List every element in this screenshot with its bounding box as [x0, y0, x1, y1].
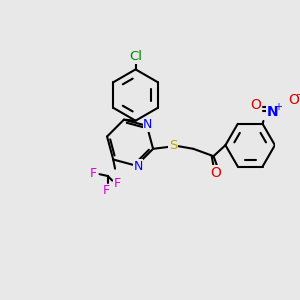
- Text: −: −: [296, 90, 300, 100]
- Text: F: F: [102, 184, 110, 197]
- Text: Cl: Cl: [129, 50, 142, 63]
- Text: O: O: [250, 98, 261, 112]
- Text: O: O: [210, 166, 221, 180]
- Text: S: S: [169, 139, 177, 152]
- Text: N: N: [134, 160, 143, 173]
- Text: F: F: [113, 177, 121, 190]
- Text: N: N: [143, 118, 152, 131]
- Text: N: N: [267, 105, 278, 119]
- Text: +: +: [274, 102, 282, 112]
- Text: O: O: [288, 93, 299, 107]
- Text: F: F: [89, 167, 97, 180]
